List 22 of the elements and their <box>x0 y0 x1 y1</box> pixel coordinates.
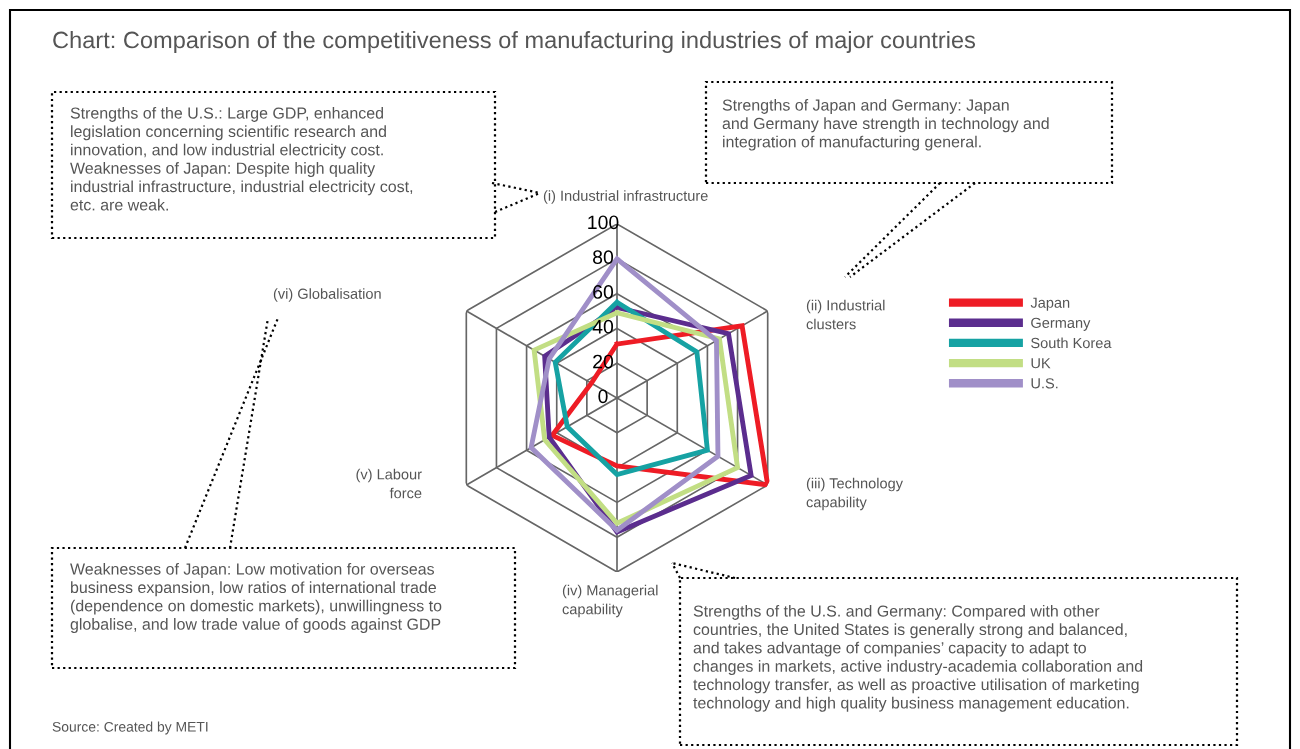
spoke-label: (ii) Industrial clusters <box>806 299 885 330</box>
y-tick-label: 0 <box>598 389 608 404</box>
spoke-label: (v) Labour force <box>356 468 422 499</box>
y-tick-label: 80 <box>593 250 614 265</box>
text: Strengths of the U.S.: Large GDP, enhanced legislation concerning scientific research and innovation, and low industrial electricity cost. Weaknesses of Japan: Despite high quality industrial infrastructure, industrial electricity cost, etc. are weak. <box>70 107 413 211</box>
legend-label: South Korea <box>1031 337 1112 349</box>
y-tick-label: 40 <box>592 319 614 334</box>
legend-label: Germany <box>1031 317 1091 331</box>
legend-label: UK <box>1031 358 1051 369</box>
text: Strengths of the U.S. and Germany: Compared with other countries, the United States is generally strong and balanced, and takes advantage of companies’ capacity to adapt to changes in markets, active industry-academia collaboration and technology transfer, as well as proactive utilisation of marketing technology and high quality business management education. <box>693 605 1143 712</box>
y-tick-label: 60 <box>593 285 614 299</box>
text: Weaknesses of Japan: Low motivation for overseas business expansion, low ratios of international trade (dependence on domestic markets), unwillingness to globalise, and low trade value of goods against GDP <box>70 563 442 633</box>
spoke-label: (iii) Technology capability <box>806 477 903 511</box>
spoke-label: (iv) Managerial capability <box>562 584 658 618</box>
chart-title: Chart: Comparison of the competitiveness of manufacturing industries of major countries <box>53 31 976 53</box>
spoke-label: (i) Industrial infrastructure <box>543 190 708 204</box>
legend-label: U.S. <box>1031 378 1058 389</box>
legend-label: Japan <box>1030 297 1070 311</box>
spoke-label: (vi) Globalisation <box>273 288 381 302</box>
text: Strengths of Japan and Germany: Japan and Germany have strength in technology and integration of manufacturing general. <box>722 99 1049 151</box>
source-note: Source: Created by METI <box>52 721 208 735</box>
y-tick-label: 100 <box>588 215 619 230</box>
